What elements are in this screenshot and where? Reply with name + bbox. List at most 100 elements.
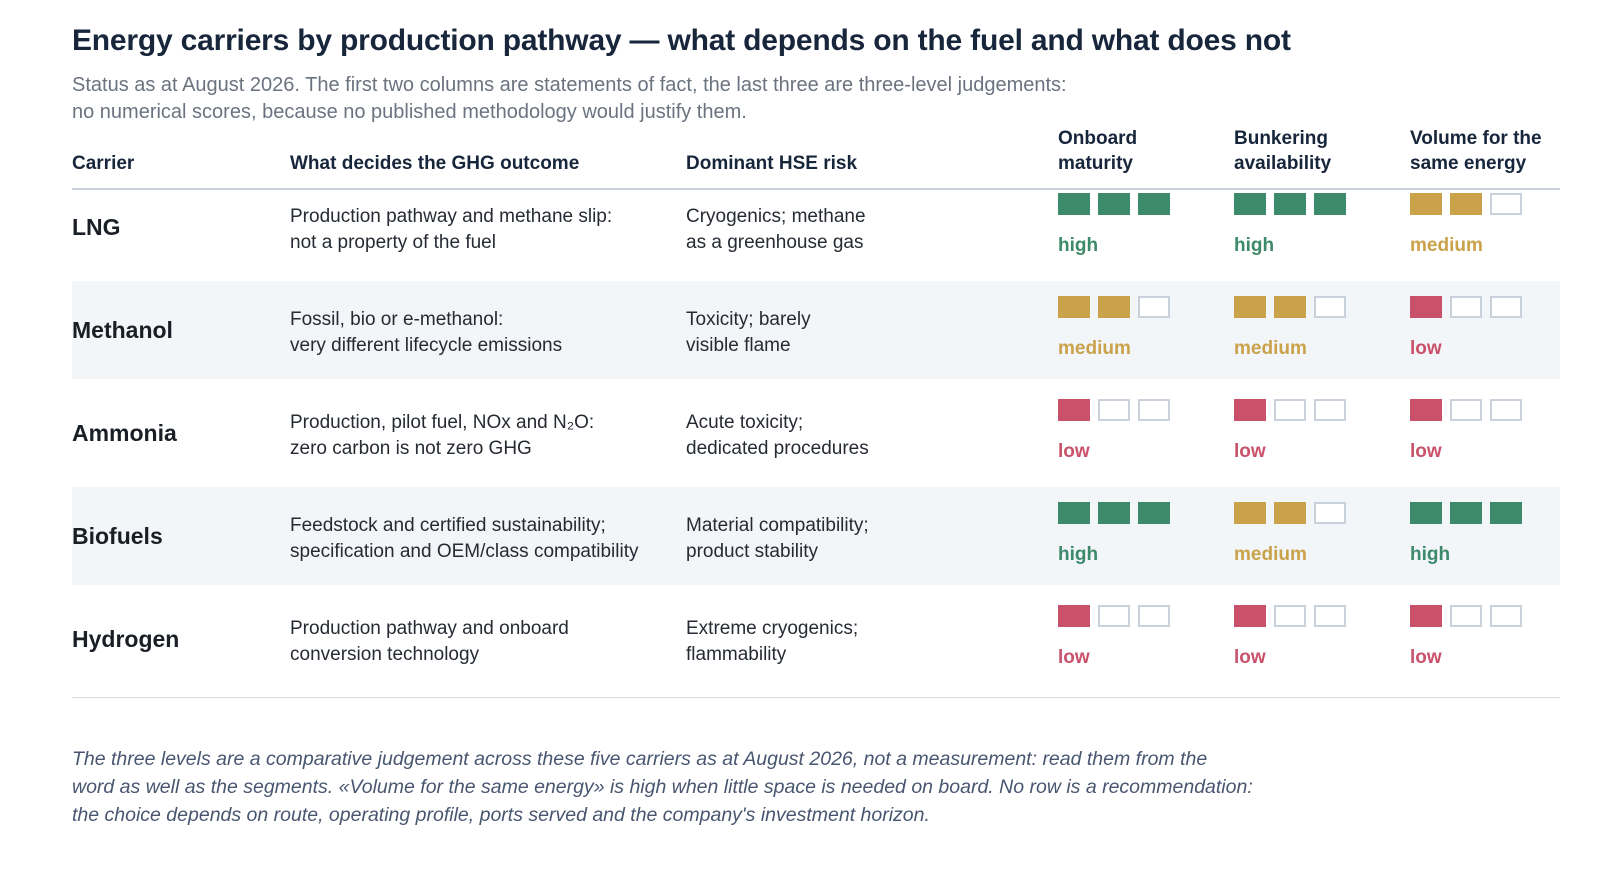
rating-segments	[1058, 605, 1198, 627]
rating-segment-filled	[1410, 193, 1442, 215]
rating-label: low	[1410, 338, 1442, 359]
ghg-line: conversion technology	[290, 644, 480, 665]
carrier-name: Ammonia	[72, 420, 177, 446]
carrier-name: Hydrogen	[72, 626, 180, 652]
rating-segment-filled	[1138, 193, 1170, 215]
rating-label: medium	[1234, 544, 1307, 565]
rating-label: high	[1058, 544, 1099, 565]
ghg-cell: Production pathway and methane slip: not …	[290, 204, 612, 256]
hse-line: Toxicity; barely	[686, 309, 811, 330]
rating-segments	[1234, 399, 1374, 421]
ghg-line: zero carbon is not zero GHG	[290, 438, 532, 459]
hse-cell: Material compatibility; product stability	[686, 513, 869, 565]
column-header-line: maturity	[1058, 153, 1133, 174]
ghg-line: not a property of the fuel	[290, 232, 496, 253]
rating-label: low	[1234, 441, 1266, 462]
rating-segment-empty	[1490, 399, 1522, 421]
rating-label: medium	[1410, 235, 1483, 256]
rating-segment-empty	[1098, 399, 1130, 421]
rating-segment-empty	[1450, 399, 1482, 421]
rating-segments	[1234, 296, 1374, 318]
rating-segment-filled	[1450, 502, 1482, 524]
ghg-line: very different lifecycle emissions	[290, 335, 563, 356]
hse-line: as a greenhouse gas	[686, 232, 864, 253]
hse-line: flammability	[686, 644, 787, 665]
bunkering-rating: high	[1234, 193, 1374, 257]
rating-segments	[1410, 502, 1550, 524]
rating-segment-filled	[1234, 399, 1266, 421]
rating-segment-empty	[1450, 296, 1482, 318]
rating-label: low	[1058, 647, 1090, 668]
column-header-line: Bunkering	[1234, 128, 1328, 149]
rating-segment-filled	[1098, 502, 1130, 524]
volume-rating: low	[1410, 296, 1550, 360]
hse-line: dedicated procedures	[686, 438, 869, 459]
rating-segment-empty	[1490, 193, 1522, 215]
rating-segment-empty	[1314, 605, 1346, 627]
column-header-carrier: Carrier	[72, 151, 134, 176]
page-title: Energy carriers by production pathway — …	[72, 24, 1291, 57]
rating-label: low	[1410, 441, 1442, 462]
table-row	[72, 487, 1560, 585]
hse-cell: Cryogenics; methane as a greenhouse gas	[686, 204, 866, 256]
bunkering-rating: low	[1234, 399, 1374, 463]
column-header-line: same energy	[1410, 153, 1527, 174]
ghg-line: specification and OEM/class compatibilit…	[290, 541, 639, 562]
ghg-line: Fossil, bio or e-methanol:	[290, 309, 504, 330]
rating-segment-empty	[1490, 296, 1522, 318]
column-header-maturity: Onboard maturity	[1058, 126, 1137, 176]
rating-segment-filled	[1234, 193, 1266, 215]
column-header-line: Onboard	[1058, 128, 1138, 149]
header-divider	[72, 188, 1560, 190]
rating-segments	[1234, 502, 1374, 524]
ghg-line: Production pathway and methane slip:	[290, 206, 613, 227]
carrier-name: LNG	[72, 214, 121, 240]
column-header-line: Dominant HSE risk	[686, 153, 858, 174]
footnote-line: The three levels are a comparative judge…	[72, 748, 1208, 770]
ghg-cell: Production, pilot fuel, NOx and N₂O: zero…	[290, 410, 594, 462]
rating-segment-empty	[1314, 296, 1346, 318]
carrier-name: Biofuels	[72, 523, 163, 549]
rating-segments	[1234, 605, 1374, 627]
rating-segment-filled	[1058, 605, 1090, 627]
bunkering-rating: medium	[1234, 502, 1374, 566]
ghg-line: Production, pilot fuel, NOx and N₂O:	[290, 412, 595, 433]
column-header-hse: Dominant HSE risk	[686, 151, 857, 176]
footnote-line: word as well as the segments. «Volume fo…	[72, 776, 1253, 798]
rating-segment-filled	[1058, 296, 1090, 318]
maturity-rating: high	[1058, 502, 1198, 566]
rating-segment-filled	[1274, 296, 1306, 318]
column-header-bunkering: Bunkering availability	[1234, 126, 1331, 176]
rating-segment-empty	[1138, 605, 1170, 627]
rating-segment-empty	[1274, 399, 1306, 421]
rating-label: high	[1410, 544, 1451, 565]
column-header-line: Volume for the	[1410, 128, 1542, 149]
rating-segment-filled	[1410, 605, 1442, 627]
rating-segment-filled	[1410, 399, 1442, 421]
carrier-name: Methanol	[72, 317, 173, 343]
rating-segment-empty	[1098, 605, 1130, 627]
column-header-line: Carrier	[72, 153, 135, 174]
rating-segment-filled	[1450, 193, 1482, 215]
column-header-volume: Volume for the same energy	[1410, 126, 1542, 176]
column-header-line: availability	[1234, 153, 1332, 174]
rating-segment-empty	[1274, 605, 1306, 627]
maturity-rating: low	[1058, 605, 1198, 669]
hse-cell: Toxicity; barely visible flame	[686, 307, 811, 359]
bunkering-rating: medium	[1234, 296, 1374, 360]
bunkering-rating: low	[1234, 605, 1374, 669]
table-bottom-divider	[72, 697, 1560, 698]
subtitle-line: no numerical scores, because no publishe…	[72, 101, 747, 123]
maturity-rating: high	[1058, 193, 1198, 257]
rating-label: medium	[1234, 338, 1307, 359]
rating-segments	[1410, 193, 1550, 215]
rating-segments	[1058, 193, 1198, 215]
rating-label: medium	[1058, 338, 1131, 359]
hse-line: Extreme cryogenics;	[686, 618, 859, 639]
rating-segment-filled	[1410, 296, 1442, 318]
subtitle: Status as at August 2026. The first two …	[72, 72, 1252, 126]
rating-segment-filled	[1274, 502, 1306, 524]
hse-line: Cryogenics; methane	[686, 206, 866, 227]
rating-segments	[1058, 296, 1198, 318]
rating-label: low	[1234, 647, 1266, 668]
